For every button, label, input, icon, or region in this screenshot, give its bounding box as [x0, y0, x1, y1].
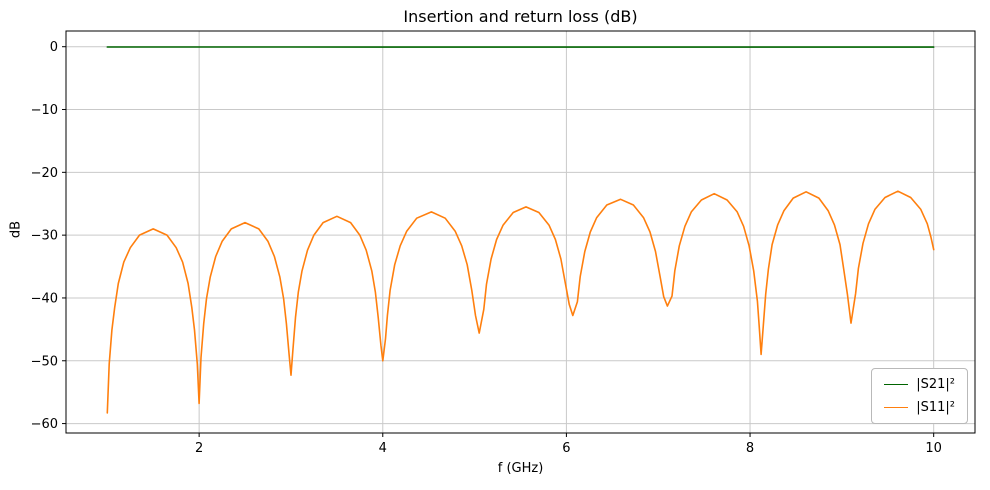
y-tick-label: −30 — [31, 229, 58, 244]
legend: |S21|² |S11|² — [871, 368, 968, 424]
x-tick-label: 10 — [925, 441, 942, 456]
axes-frame — [65, 30, 976, 434]
legend-item-s11: |S11|² — [884, 401, 955, 414]
legend-label-s21: |S21|² — [916, 377, 955, 392]
s21-line-swatch — [884, 384, 909, 385]
x-axis-label: f (GHz) — [497, 461, 544, 476]
y-tick-label: −10 — [31, 103, 58, 118]
ticks: 2 4 6 8 10 0 −10 −20 −30 −40 −50 −60 — [31, 40, 942, 456]
chart-title: Insertion and return loss (dB) — [403, 7, 638, 26]
y-tick-label: −40 — [31, 291, 58, 306]
s11-line-swatch — [884, 407, 909, 408]
series-lines — [106, 46, 935, 414]
x-tick-label: 8 — [746, 441, 754, 456]
x-tick-label: 2 — [195, 441, 203, 456]
y-axis-label: dB — [8, 220, 24, 239]
x-tick-label: 4 — [379, 441, 387, 456]
x-tick-label: 6 — [562, 441, 570, 456]
y-tick-label: −50 — [31, 354, 58, 369]
y-tick-label: −20 — [31, 166, 58, 181]
series-line-1 — [106, 190, 935, 414]
grid — [66, 31, 975, 433]
y-tick-label: 0 — [50, 40, 58, 55]
legend-label-s11: |S11|² — [916, 400, 955, 415]
legend-item-s21: |S21|² — [884, 378, 955, 391]
y-tick-label: −60 — [31, 417, 58, 432]
